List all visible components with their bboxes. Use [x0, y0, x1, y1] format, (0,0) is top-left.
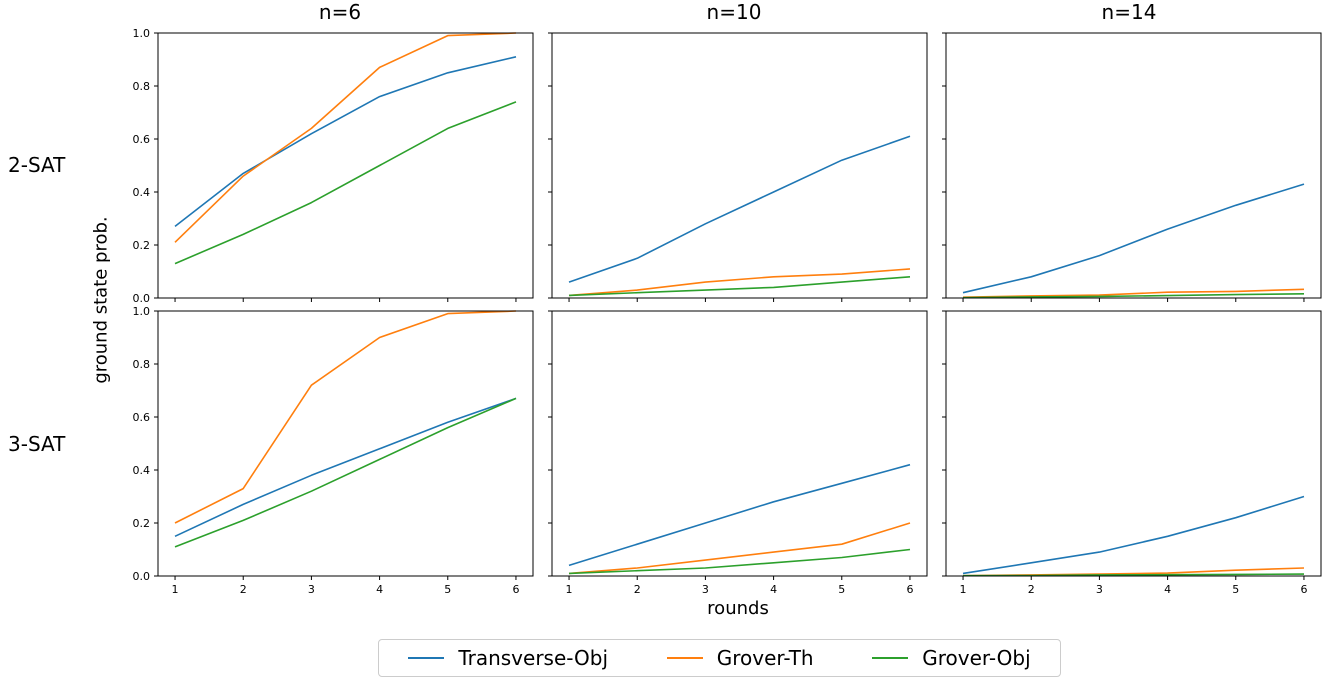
axes-frame-3-sat-n-14: [945, 310, 1322, 577]
panel-3-sat-n-14: 1 2 3 4 5 6: [942, 310, 1322, 596]
axes-frame-3-sat-n-6: [157, 310, 534, 577]
x-tick-label-3-sat-n-10: 1: [566, 583, 573, 596]
legend-item-transverse-obj: Transverse-Obj: [408, 646, 608, 670]
legend-item-grover-obj: Grover-Obj: [872, 646, 1031, 670]
column-title-n6: n=6: [318, 0, 362, 24]
y-tick-label-2-sat-n-6: 0.8: [133, 80, 151, 93]
y-tick-label-2-sat-n-6: 0.6: [133, 133, 151, 146]
y-tick-label-3-sat-n-6: 1.0: [133, 305, 151, 318]
legend-swatch-grover-obj: [872, 657, 909, 659]
x-axis-label: rounds: [707, 598, 769, 619]
x-tick-label-3-sat-n-6: 2: [240, 583, 247, 596]
y-tick-label-2-sat-n-6: 0.2: [133, 239, 151, 252]
axes-frame-2-sat-n-10: [551, 32, 928, 299]
x-tick-label-3-sat-n-14: 2: [1028, 583, 1035, 596]
legend-label-grover-obj: Grover-Obj: [922, 646, 1031, 670]
legend-label-grover-th: Grover-Th: [716, 646, 814, 670]
legend: Transverse-Obj Grover-Th Grover-Obj: [378, 639, 1061, 677]
y-tick-label-2-sat-n-6: 1.0: [133, 27, 151, 40]
x-tick-label-3-sat-n-14: 4: [1164, 583, 1171, 596]
x-tick-label-3-sat-n-6: 4: [376, 583, 383, 596]
x-tick-label-3-sat-n-14: 3: [1096, 583, 1103, 596]
y-tick-label-3-sat-n-6: 0.2: [133, 517, 151, 530]
column-title-n14: n=14: [1101, 0, 1157, 24]
series-line-grover-obj-2-sat-n-14: [962, 293, 1305, 299]
panel-3-sat-n-6: 1 2 3 4 5 6 0.0 0.2 0.4 0.6 0.8 1.0: [133, 305, 534, 596]
series-line-grover-obj-3-sat-n-10: [568, 548, 911, 575]
series-line-grover-obj-3-sat-n-6: [174, 397, 517, 548]
legend-label-transverse-obj: Transverse-Obj: [458, 646, 609, 670]
y-axis-label: ground state prob.: [90, 216, 112, 384]
x-tick-label-3-sat-n-6: 3: [308, 583, 315, 596]
series-line-grover-th-2-sat-n-10: [568, 268, 911, 297]
series-line-grover-obj-2-sat-n-10: [568, 276, 911, 297]
series-line-grover-obj-2-sat-n-6: [174, 101, 517, 265]
series-line-transverse-obj-2-sat-n-6: [174, 56, 517, 228]
row-label-3sat: 3-SAT: [8, 432, 66, 456]
axes-frame-3-sat-n-10: [551, 310, 928, 577]
row-label-2sat: 2-SAT: [8, 153, 66, 177]
series-line-grover-th-3-sat-n-6: [174, 310, 517, 524]
panel-2-sat-n-14: [942, 32, 1322, 302]
legend-swatch-grover-th: [666, 657, 703, 659]
series-line-transverse-obj-3-sat-n-6: [174, 397, 517, 538]
x-tick-label-3-sat-n-10: 5: [838, 583, 845, 596]
panel-2-sat-n-6: 0.0 0.2 0.4 0.6 0.8 1.0: [133, 27, 534, 305]
panel-2-sat-n-10: [548, 32, 928, 302]
x-tick-label-3-sat-n-6: 6: [512, 583, 519, 596]
axes-frame-2-sat-n-6: [157, 32, 534, 299]
y-tick-label-3-sat-n-6: 0.4: [133, 464, 151, 477]
y-tick-label-3-sat-n-6: 0.6: [133, 411, 151, 424]
y-tick-label-3-sat-n-6: 0.8: [133, 358, 151, 371]
x-tick-label-3-sat-n-14: 5: [1232, 583, 1239, 596]
panel-3-sat-n-10: 1 2 3 4 5 6: [548, 310, 928, 596]
axes-frame-2-sat-n-14: [945, 32, 1322, 299]
y-tick-label-2-sat-n-6: 0.4: [133, 186, 151, 199]
x-tick-label-3-sat-n-10: 4: [770, 583, 777, 596]
series-line-grover-th-3-sat-n-10: [568, 522, 911, 575]
x-tick-label-3-sat-n-6: 1: [172, 583, 179, 596]
column-title-n10: n=10: [706, 0, 762, 24]
series-line-transverse-obj-2-sat-n-10: [568, 135, 911, 283]
y-tick-label-2-sat-n-6: 0.0: [133, 292, 151, 305]
x-tick-label-3-sat-n-14: 1: [960, 583, 967, 596]
x-tick-label-3-sat-n-10: 3: [702, 583, 709, 596]
series-line-transverse-obj-3-sat-n-14: [962, 495, 1305, 575]
series-line-grover-th-2-sat-n-14: [962, 288, 1305, 298]
x-tick-label-3-sat-n-10: 6: [906, 583, 913, 596]
legend-item-grover-th: Grover-Th: [666, 646, 814, 670]
legend-swatch-transverse-obj: [408, 657, 445, 659]
series-line-transverse-obj-3-sat-n-10: [568, 463, 911, 567]
series-line-grover-th-2-sat-n-6: [174, 32, 517, 243]
x-tick-label-3-sat-n-10: 2: [634, 583, 641, 596]
x-tick-label-3-sat-n-6: 5: [444, 583, 451, 596]
x-tick-label-3-sat-n-14: 6: [1300, 583, 1307, 596]
series-line-transverse-obj-2-sat-n-14: [962, 183, 1305, 294]
y-tick-label-3-sat-n-6: 0.0: [133, 570, 151, 583]
